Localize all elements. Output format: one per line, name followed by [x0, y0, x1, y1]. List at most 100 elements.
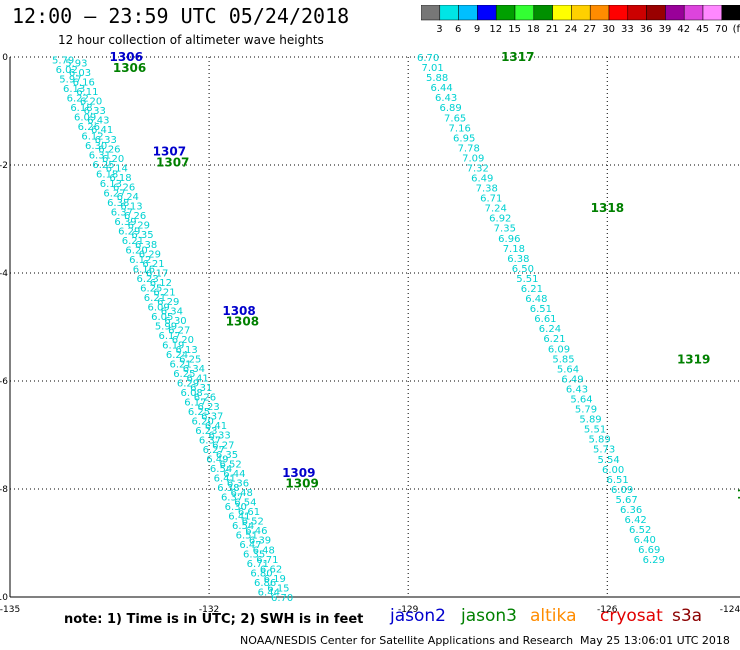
- swh-value: 6.43: [435, 93, 457, 104]
- scale-label: 70: [715, 24, 728, 35]
- swh-value: 6.20: [192, 417, 214, 428]
- scale-label: 21: [546, 24, 559, 35]
- swh-value: 5.51: [516, 274, 538, 285]
- cycle-label: 1308: [226, 315, 259, 329]
- y-tick-label: -2: [0, 161, 8, 171]
- cycle-label: 1309: [285, 477, 318, 491]
- swh-value: 6.41: [228, 512, 250, 523]
- swh-value: 5.99: [155, 322, 177, 333]
- swh-value: 6.19: [264, 574, 286, 585]
- swh-value: 6.25: [188, 407, 210, 418]
- swh-value: 6.27: [168, 326, 190, 337]
- swh-value: 6.13: [100, 179, 122, 190]
- footer-credit: NOAA/NESDIS Center for Satellite Applica…: [240, 634, 574, 647]
- legend-altika: altika: [530, 606, 577, 626]
- x-tick-label: -129: [398, 605, 419, 615]
- swh-value: 6.19: [162, 341, 184, 352]
- swh-value: 6.27: [103, 189, 125, 200]
- x-tick-label: -124: [720, 605, 740, 615]
- swh-value: 6.20: [80, 97, 102, 108]
- scale-label: 39: [659, 24, 672, 35]
- swh-value: 6.44: [258, 588, 280, 599]
- swh-value: 6.17: [146, 268, 168, 279]
- swh-value: 6.21: [543, 334, 565, 345]
- swh-value: 7.24: [485, 204, 507, 215]
- swh-value: 6.27: [203, 445, 225, 456]
- swh-value: 6.12: [150, 278, 172, 289]
- swh-value: 6.41: [186, 373, 208, 384]
- swh-value: 6.34: [183, 364, 205, 375]
- swh-value: 6.18: [109, 173, 131, 184]
- swh-value: 6.33: [84, 106, 106, 117]
- swh-value: 6.48: [253, 545, 275, 556]
- cycle-label: 1320: [737, 487, 740, 501]
- swh-value: 6.25: [92, 160, 114, 171]
- scale-label: 9: [474, 24, 480, 35]
- swh-value: 6.18: [96, 170, 118, 181]
- swh-value: 6.37: [199, 436, 221, 447]
- swh-value: 6.37: [111, 208, 133, 219]
- cycle-label: 1306: [113, 61, 146, 75]
- swh-value: 6.21: [521, 284, 543, 295]
- swh-value: 6.20: [102, 154, 124, 165]
- scale-label: 24: [565, 24, 578, 35]
- swh-value: 6.37: [221, 493, 243, 504]
- swh-value: 6.09: [611, 485, 633, 496]
- swh-value: 6.51: [606, 475, 628, 486]
- swh-value: 6.17: [184, 398, 206, 409]
- swh-value: 6.29: [177, 379, 199, 390]
- swh-value: 6.51: [236, 531, 258, 542]
- swh-value: 6.89: [440, 103, 462, 114]
- swh-value: 6.17: [158, 331, 180, 342]
- scale-label: 42: [677, 24, 690, 35]
- swh-value: 5.93: [65, 58, 87, 69]
- swh-value: 6.25: [140, 284, 162, 295]
- scale-label: 36: [640, 24, 653, 35]
- swh-value: 6.70: [417, 53, 439, 64]
- swh-value: 7.09: [462, 153, 484, 164]
- y-tick-label: 0: [2, 53, 8, 63]
- swh-value: 6.36: [620, 505, 642, 516]
- swh-value: 6.24: [117, 192, 139, 203]
- swh-value: 6.02: [56, 65, 78, 76]
- swh-value: 6.29: [157, 297, 179, 308]
- swh-value: 6.22: [67, 94, 89, 105]
- swh-value: 6.14: [106, 163, 128, 174]
- swh-value: 6.25: [173, 369, 195, 380]
- swh-value: 6.95: [453, 133, 475, 144]
- swh-value: 6.49: [206, 455, 228, 466]
- swh-value: 6.39: [249, 536, 271, 547]
- swh-value: 5.85: [552, 354, 574, 365]
- swh-value: 6.42: [625, 515, 647, 526]
- swh-value: 5.79: [575, 405, 597, 416]
- swh-value: 6.71: [256, 555, 278, 566]
- swh-value: 6.31: [190, 383, 212, 394]
- swh-value: 6.29: [139, 249, 161, 260]
- swh-value: 6.50: [512, 264, 534, 275]
- cycle-label: 1307: [156, 155, 189, 169]
- y-tick-label: -10: [0, 593, 8, 603]
- scale-label: 45: [696, 24, 709, 35]
- swh-value: 6.36: [227, 478, 249, 489]
- cycle-label: 1307: [153, 145, 186, 159]
- swh-value: 6.70: [271, 593, 293, 604]
- swh-value: 6.13: [63, 84, 85, 95]
- swh-value: 6.62: [260, 564, 282, 575]
- swh-value: 6.61: [238, 507, 260, 518]
- swh-value: 6.33: [209, 431, 231, 442]
- swh-value: 6.41: [214, 474, 236, 485]
- swh-value: 6.52: [242, 517, 264, 528]
- swh-value: 6.15: [267, 583, 289, 594]
- swh-value: 6.24: [539, 324, 561, 335]
- swh-value: 6.21: [170, 360, 192, 371]
- swh-value: 6.11: [76, 87, 98, 98]
- swh-value: 6.35: [131, 230, 153, 241]
- swh-value: 5.64: [570, 394, 592, 405]
- swh-value: 6.30: [85, 141, 107, 152]
- swh-value: 6.44: [430, 83, 452, 94]
- cycle-label: 1306: [110, 50, 143, 64]
- legend-note: note: 1) Time is in UTC; 2) SWH is in fe…: [64, 612, 364, 627]
- swh-value: 5.88: [426, 73, 448, 84]
- scale-label: 33: [621, 24, 634, 35]
